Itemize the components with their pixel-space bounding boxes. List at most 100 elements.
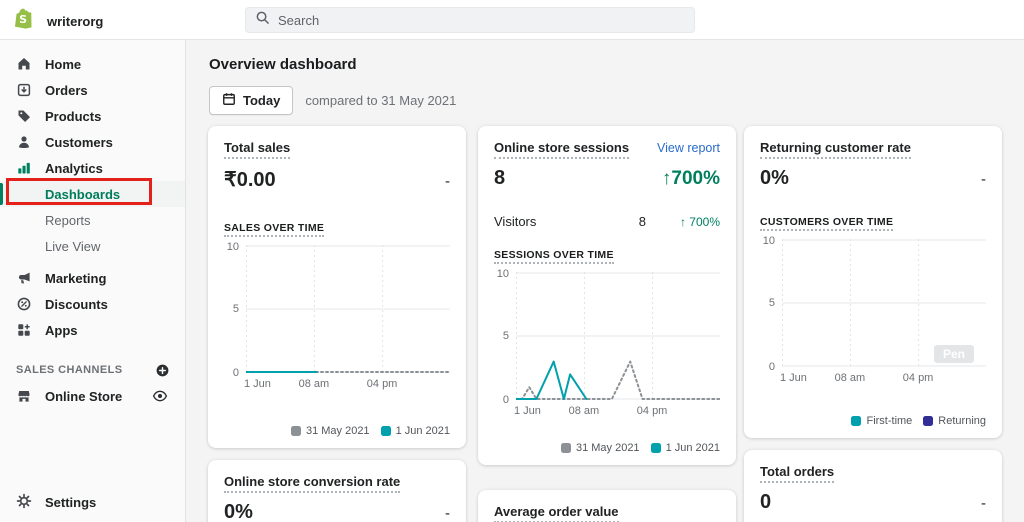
x-axis: 1 Jun 08 am 04 pm <box>514 405 668 417</box>
sales-over-time-label[interactable]: SALES OVER TIME <box>224 222 325 237</box>
sidebar-item-customers[interactable]: Customers <box>0 129 185 155</box>
chart-legend: First-time Returning <box>851 415 986 427</box>
average-order-value-title[interactable]: Average order value <box>494 504 619 522</box>
sidebar-item-reports[interactable]: Reports <box>0 207 185 233</box>
customers-over-time-label[interactable]: CUSTOMERS OVER TIME <box>760 216 894 231</box>
sidebar-item-apps[interactable]: Apps <box>0 317 185 343</box>
average-order-value-card: Average order value <box>478 490 736 522</box>
legend-item: Returning <box>923 415 986 427</box>
store-menu[interactable]: S writerorg <box>12 7 103 36</box>
sidebar-item-label: Reports <box>45 212 91 228</box>
visitors-value: 8 <box>638 214 646 229</box>
svg-text:S: S <box>19 13 27 26</box>
total-sales-delta: - <box>445 173 450 190</box>
returning-rate-delta: - <box>981 171 986 188</box>
y-axis: 10 5 0 <box>762 235 775 373</box>
primary-nav: Home Orders Products Customers Analytics… <box>0 40 185 409</box>
dashboard-controls: Today compared to 31 May 2021 <box>209 85 1024 115</box>
main-content: Overview dashboard Today compared to 31 … <box>186 40 1024 522</box>
legend-item: First-time <box>851 415 912 427</box>
sidebar-item-label: Products <box>45 108 102 124</box>
sidebar-item-discounts[interactable]: Discounts <box>0 291 185 317</box>
discounts-icon <box>16 296 32 312</box>
sidebar-item-label: Online Store <box>45 388 123 404</box>
customers-icon <box>16 134 32 150</box>
legend-swatch <box>560 443 571 453</box>
online-store-sessions-card: Online store sessions View report 8 ↑700… <box>478 126 736 465</box>
chart-plot: Pen <box>782 239 986 367</box>
total-orders-delta: - <box>981 495 986 512</box>
sessions-over-time-label[interactable]: SESSIONS OVER TIME <box>494 249 614 264</box>
conversion-rate-value: 0% <box>224 501 253 522</box>
total-sales-card: Total sales ₹0.00 - SALES OVER TIME 10 5… <box>208 126 466 448</box>
sidebar-item-online-store[interactable]: Online Store <box>0 383 185 409</box>
sessions-delta: ↑700% <box>661 168 720 189</box>
x-axis: 1 Jun 08 am 04 pm <box>780 372 934 384</box>
sidebar-item-marketing[interactable]: Marketing <box>0 265 185 291</box>
global-search[interactable] <box>245 7 695 33</box>
legend-swatch <box>650 443 661 453</box>
sidebar-item-dashboards[interactable]: Dashboards <box>0 181 185 207</box>
chart-plot <box>246 245 450 373</box>
conversion-rate-title[interactable]: Online store conversion rate <box>224 474 401 493</box>
legend-item: 31 May 2021 <box>560 442 640 454</box>
storefront-icon <box>16 388 32 404</box>
legend-item: 1 Jun 2021 <box>650 442 720 454</box>
legend-swatch <box>290 426 301 436</box>
sidebar-item-label: Orders <box>45 82 88 98</box>
returning-rate-value: 0% <box>760 167 789 189</box>
pen-watermark-badge: Pen <box>933 345 974 363</box>
x-axis: 1 Jun 08 am 04 pm <box>244 378 398 390</box>
orders-icon <box>16 82 32 98</box>
sidebar-item-products[interactable]: Products <box>0 103 185 129</box>
date-range-button[interactable]: Today <box>209 85 294 115</box>
total-orders-title[interactable]: Total orders <box>760 464 835 483</box>
sidebar-item-home[interactable]: Home <box>0 51 185 77</box>
marketing-megaphone-icon <box>16 270 32 286</box>
gear-icon <box>16 493 32 512</box>
sidebar-item-label: Analytics <box>45 160 103 176</box>
sidebar-item-label: Discounts <box>45 296 108 312</box>
products-tag-icon <box>16 108 32 124</box>
search-icon <box>255 10 270 30</box>
customers-over-time-chart: 10 5 0 Pen <box>760 235 986 373</box>
sidebar-item-settings[interactable]: Settings <box>0 482 185 522</box>
chart-legend: 31 May 2021 1 Jun 2021 <box>560 442 720 454</box>
analytics-icon <box>16 160 32 176</box>
view-store-eye-icon[interactable] <box>151 387 169 405</box>
visitors-row: Visitors 8 ↑ 700% <box>494 214 720 229</box>
sidebar-item-label: Apps <box>45 322 78 338</box>
legend-swatch <box>923 416 934 426</box>
sales-channels-section: SALES CHANNELS <box>0 357 185 383</box>
visitors-label: Visitors <box>494 214 537 229</box>
returning-rate-title[interactable]: Returning customer rate <box>760 140 911 159</box>
view-report-link[interactable]: View report <box>657 141 720 155</box>
sidebar-item-analytics[interactable]: Analytics <box>0 155 185 181</box>
secondary-nav: Marketing Discounts Apps <box>0 265 185 343</box>
compare-text: compared to 31 May 2021 <box>305 92 457 108</box>
sidebar-item-orders[interactable]: Orders <box>0 77 185 103</box>
sidebar-item-live-view[interactable]: Live View <box>0 233 185 259</box>
calendar-icon <box>222 92 236 109</box>
total-sales-title[interactable]: Total sales <box>224 140 291 159</box>
sidebar-item-label: Marketing <box>45 270 107 286</box>
active-indicator <box>0 183 3 205</box>
legend-item: 31 May 2021 <box>290 425 370 437</box>
home-icon <box>16 56 32 72</box>
topbar: S writerorg <box>0 0 1024 40</box>
search-input[interactable] <box>278 12 685 28</box>
conversion-rate-card: Online store conversion rate 0% - <box>208 460 466 522</box>
sessions-over-time-chart: 10 5 0 <box>494 268 720 406</box>
store-name: writerorg <box>47 14 104 29</box>
total-orders-card: Total orders 0 - <box>744 450 1002 522</box>
sales-channels-label: SALES CHANNELS <box>16 364 123 376</box>
sales-over-time-chart: 10 5 0 <box>224 241 450 379</box>
add-sales-channel-button[interactable] <box>153 361 171 379</box>
apps-icon <box>16 322 32 338</box>
sessions-title[interactable]: Online store sessions <box>494 140 630 159</box>
page-title: Overview dashboard <box>209 56 357 73</box>
y-axis: 10 5 0 <box>496 268 509 406</box>
sidebar-item-label: Customers <box>45 134 113 150</box>
legend-swatch <box>851 416 862 426</box>
